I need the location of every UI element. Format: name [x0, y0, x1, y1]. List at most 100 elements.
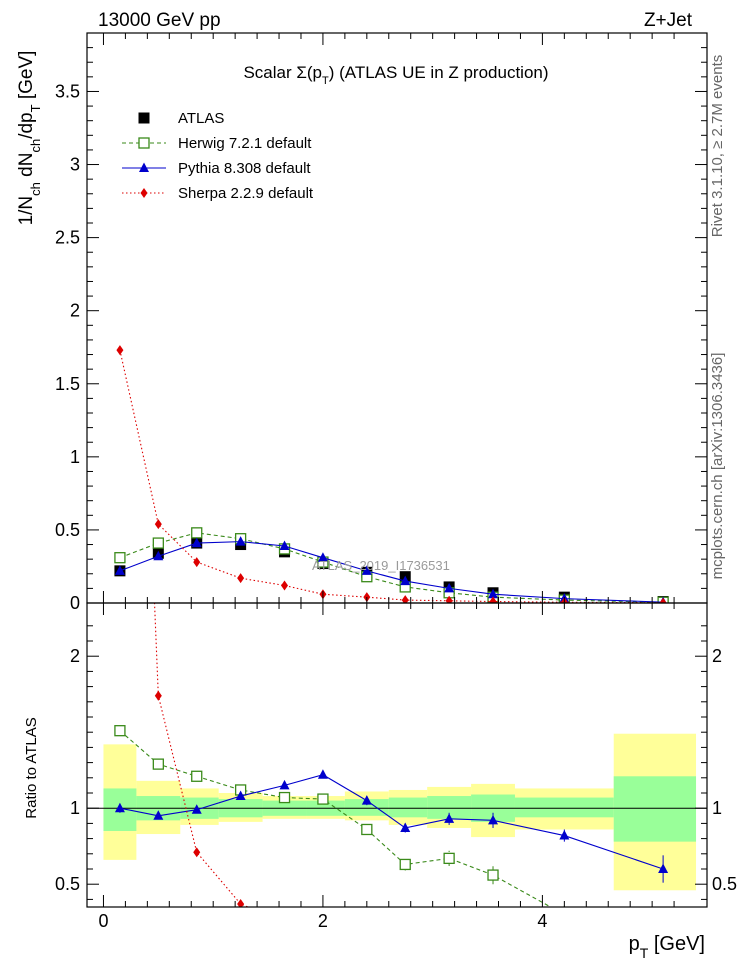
y-tick-label: 2	[70, 301, 80, 321]
y-tick-label: 1.5	[55, 374, 80, 394]
legend-item-sherpa-2-2-9-default: Sherpa 2.2.9 default	[122, 185, 314, 202]
data-point	[193, 847, 201, 858]
data-point	[488, 588, 499, 599]
legend-item-pythia-8-308-default: Pythia 8.308 default	[122, 160, 311, 177]
data-point	[443, 852, 455, 865]
y-tick-label: 2.5	[55, 228, 80, 248]
legend-marker	[138, 137, 150, 149]
main-y-axis-label: 1/Nch dNch/dpT [GeV]	[16, 51, 43, 226]
ratio-plot-frame	[86, 602, 708, 908]
data-point	[444, 582, 455, 593]
header-left-label: 13000 GeV pp	[98, 10, 221, 31]
data-point	[116, 345, 124, 356]
data-point	[317, 793, 329, 805]
data-point	[153, 810, 164, 820]
series-line	[119, 541, 664, 603]
ratio-plot-panel: 0.5 0.5 1 1 2 2 0 2 4	[55, 602, 737, 931]
series-sherpa-2-2-9-default	[116, 345, 667, 603]
data-point	[487, 869, 499, 881]
data-point	[114, 565, 125, 575]
uncertainty-band-inner	[514, 797, 614, 818]
y-tick-label: 3	[70, 155, 80, 175]
legend-item-herwig-7-2-1-default: Herwig 7.2.1 default	[122, 135, 312, 152]
legend: ATLAS Herwig 7.2.1 default Pythia 8.308 de…	[122, 110, 314, 202]
legend-item-atlas: ATLAS	[138, 110, 224, 127]
data-point	[235, 790, 246, 801]
legend-marker	[140, 188, 148, 198]
series-line	[119, 532, 664, 603]
data-point	[235, 536, 246, 546]
data-point	[279, 779, 290, 790]
legend-label: Herwig 7.2.1 default	[178, 135, 312, 152]
ratio-y-tick-label-right: 1	[712, 798, 722, 818]
data-point	[559, 830, 570, 840]
data-point	[399, 858, 411, 871]
data-point	[489, 596, 497, 603]
data-point	[361, 795, 372, 805]
legend-label: Sherpa 2.2.9 default	[178, 185, 314, 202]
series-line	[119, 774, 664, 870]
data-point	[154, 690, 162, 701]
y-tick-label: 1	[70, 447, 80, 467]
ratio-series-pythia-8-308-default	[114, 769, 669, 883]
data-point	[445, 595, 453, 603]
data-point	[317, 769, 328, 779]
ratio-y-tick-label-right: 2	[712, 646, 722, 666]
y-tick-label: 3.5	[55, 81, 80, 101]
data-point	[114, 802, 125, 813]
data-point	[281, 580, 289, 591]
data-point	[191, 804, 202, 814]
data-point	[659, 597, 667, 603]
data-point	[114, 552, 126, 564]
legend-marker	[139, 162, 149, 172]
legend-label: ATLAS	[178, 110, 224, 127]
data-point	[153, 550, 164, 561]
rivet-events-label: Rivet 3.1.10, ≥ 2.7M events	[709, 55, 726, 238]
data-point	[281, 917, 288, 927]
series-line	[119, 350, 664, 603]
ratio-y-axis-label: Ratio to ATLAS	[23, 717, 40, 818]
data-point	[488, 814, 499, 825]
ratio-y-tick-label-right: 0.5	[712, 874, 737, 894]
analysis-watermark: ATLAS_2019_I1736531	[312, 558, 450, 573]
data-point	[114, 725, 126, 737]
uncertainty-band-inner	[388, 797, 428, 818]
uncertainty-band-inner	[613, 776, 697, 842]
x-axis-label: pT [GeV]	[629, 933, 705, 961]
ratio-y-tick-label: 2	[70, 646, 80, 666]
data-point	[191, 527, 203, 539]
data-point	[361, 823, 373, 836]
header-right-label: Z+Jet	[644, 10, 693, 31]
data-point	[152, 537, 164, 549]
uncertainty-band-inner	[427, 796, 472, 819]
data-point	[278, 791, 291, 804]
data-point	[559, 910, 569, 920]
x-tick-label: 4	[537, 911, 547, 931]
data-point	[400, 822, 411, 832]
y-tick-label: 0	[70, 593, 80, 613]
data-point	[237, 573, 245, 584]
x-tick-label: 2	[318, 911, 328, 931]
legend-label: Pythia 8.308 default	[178, 160, 311, 177]
legend-marker	[138, 112, 150, 124]
data-point	[444, 813, 455, 823]
data-point	[361, 565, 372, 575]
y-tick-label: 0.5	[55, 520, 80, 540]
data-point	[191, 537, 202, 548]
mcplots-reference-label: mcplots.cern.ch [arXiv:1306.3436]	[709, 353, 726, 580]
data-point	[317, 552, 328, 562]
x-tick-label: 0	[98, 911, 108, 931]
data-point	[279, 540, 290, 550]
ratio-y-tick-label: 0.5	[55, 874, 80, 894]
uncertainty-band-inner	[344, 799, 389, 816]
main-plot-panel: 0 0.5 1 1.5 2 2.5 3 3.5 Scalar Σ(pT) (ATLAS UE …	[55, 32, 708, 613]
data-point	[152, 758, 164, 770]
data-point	[237, 898, 245, 907]
ratio-series-sherpa-2-2-9-default	[153, 603, 288, 927]
data-point	[401, 595, 409, 603]
data-point	[658, 863, 669, 873]
ratio-y-tick-label: 1	[70, 798, 80, 818]
data-point	[154, 519, 162, 530]
series-pythia-8-308-default	[114, 536, 667, 603]
